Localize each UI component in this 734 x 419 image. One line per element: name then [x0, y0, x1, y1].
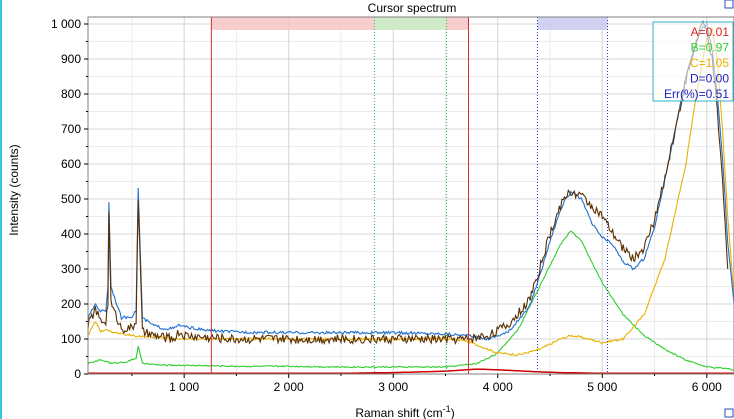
- y-axis-ticks: 0 100 200 300 400 500 600 700 800 900 1 000: [51, 17, 88, 381]
- series-green-line: [87, 230, 734, 371]
- chart-title: Cursor spectrum: [368, 1, 457, 15]
- x-axis-label-superscript: -1: [443, 404, 451, 414]
- y-tick-label: 100: [61, 332, 81, 346]
- grid: [88, 17, 734, 374]
- window-left-edge: [0, 0, 2, 419]
- y-tick-label: 1 000: [51, 17, 81, 31]
- resize-handle-bottom-icon[interactable]: [724, 408, 734, 418]
- x-axis-ticks: 1 000 2 000 3 000 4 000 5 000 6 000: [131, 374, 722, 394]
- series-brown-line: [87, 20, 729, 346]
- legend-entry: C=1.05: [690, 56, 729, 70]
- y-axis-label: Intensity (counts): [7, 144, 21, 235]
- x-axis-label-text: Raman shift (cm: [355, 406, 442, 419]
- y-tick-label: 600: [61, 157, 81, 171]
- y-tick-label: 400: [61, 227, 81, 241]
- legend-box: [652, 21, 734, 102]
- y-tick-label: 300: [61, 262, 81, 276]
- x-tick-label: 1 000: [169, 380, 199, 394]
- series-blue-line: [87, 20, 734, 341]
- resize-handle-top-icon[interactable]: [724, 0, 734, 9]
- x-tick-label: 3 000: [378, 380, 408, 394]
- cursor-band-blue: [537, 17, 608, 30]
- y-tick-label: 200: [61, 297, 81, 311]
- y-tick-label: 700: [61, 122, 81, 136]
- series-yellow-line: [87, 26, 734, 357]
- cursor-lines[interactable]: [210, 17, 609, 374]
- x-tick-label: 5 000: [587, 380, 617, 394]
- legend-entry: B=0.97: [691, 41, 730, 55]
- x-axis-label: Raman shift (cm-1): [355, 404, 454, 419]
- series-red-line: [88, 368, 734, 375]
- cursor-band-green: [374, 17, 447, 30]
- y-tick-label: 0: [74, 367, 81, 381]
- legend-entry: D=0.00: [690, 72, 729, 86]
- legend-entry: Err(%)=0.51: [664, 87, 729, 101]
- x-tick-label: 6 000: [692, 380, 722, 394]
- x-axis-label-close: ): [451, 406, 455, 419]
- series-layer: [87, 20, 734, 375]
- y-tick-label: 900: [61, 52, 81, 66]
- y-tick-label: 500: [61, 192, 81, 206]
- x-tick-label: 4 000: [483, 380, 513, 394]
- y-tick-label: 800: [61, 87, 81, 101]
- legend-entry: A=0.01: [691, 25, 730, 39]
- cursor-bands: [211, 17, 608, 30]
- x-tick-label: 2 000: [274, 380, 304, 394]
- plot-frame: [87, 16, 734, 375]
